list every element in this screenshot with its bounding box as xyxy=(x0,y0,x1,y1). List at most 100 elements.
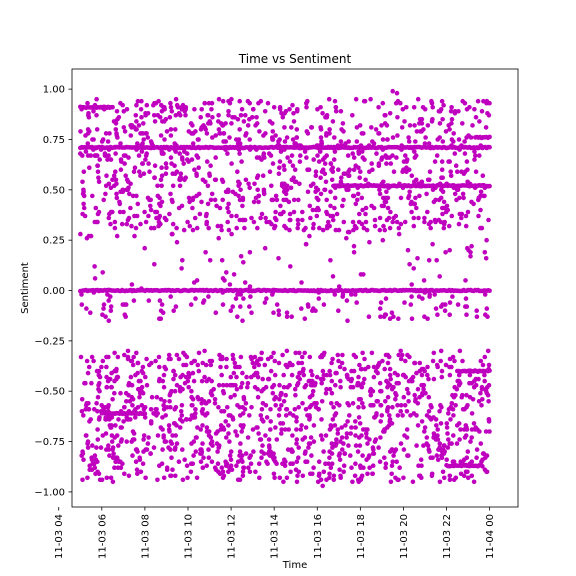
data-point xyxy=(486,366,492,372)
data-point xyxy=(329,441,335,446)
data-point xyxy=(434,362,440,368)
data-point xyxy=(459,211,465,217)
data-point xyxy=(330,417,336,422)
data-point xyxy=(307,233,312,239)
data-point xyxy=(90,137,95,142)
data-point xyxy=(91,109,96,114)
data-point xyxy=(447,247,453,253)
data-point xyxy=(234,386,240,392)
data-point xyxy=(402,219,408,225)
data-point xyxy=(178,409,184,414)
data-point xyxy=(114,433,120,438)
data-point xyxy=(137,169,142,174)
data-point xyxy=(168,155,174,160)
data-point xyxy=(342,366,347,372)
data-point xyxy=(409,173,415,178)
data-point xyxy=(487,100,492,106)
data-point xyxy=(300,217,305,223)
data-point xyxy=(303,459,308,465)
data-point xyxy=(480,451,486,456)
data-point xyxy=(105,378,111,384)
data-point xyxy=(388,479,394,485)
data-point xyxy=(383,465,388,471)
data-point xyxy=(168,133,174,138)
data-point xyxy=(299,423,304,428)
data-point xyxy=(417,193,422,199)
data-point xyxy=(126,185,131,191)
data-point xyxy=(394,90,400,96)
data-point xyxy=(370,139,375,144)
data-point xyxy=(469,411,475,416)
data-point xyxy=(422,219,427,225)
data-point xyxy=(401,475,406,481)
data-point xyxy=(237,151,242,156)
data-point xyxy=(447,477,453,483)
data-point xyxy=(354,139,360,144)
data-point xyxy=(476,376,481,382)
data-point xyxy=(357,443,363,448)
data-point xyxy=(94,127,100,132)
data-point xyxy=(302,316,308,322)
data-point xyxy=(273,425,278,430)
data-point xyxy=(125,417,130,422)
data-point xyxy=(277,475,283,481)
data-point xyxy=(484,237,489,243)
data-point xyxy=(373,183,378,189)
data-point xyxy=(413,195,418,201)
data-point xyxy=(290,102,295,108)
data-point xyxy=(284,407,290,412)
data-point xyxy=(350,151,356,156)
data-point xyxy=(172,141,177,146)
data-point xyxy=(200,300,206,305)
data-point xyxy=(113,127,119,132)
data-point xyxy=(469,427,475,432)
data-point xyxy=(281,384,287,390)
data-point xyxy=(262,362,268,368)
data-point xyxy=(292,141,297,146)
data-point xyxy=(300,209,305,215)
data-point xyxy=(321,302,327,307)
data-point xyxy=(353,419,358,424)
data-point xyxy=(126,409,132,414)
data-point xyxy=(238,354,244,360)
data-point xyxy=(103,131,109,136)
data-point xyxy=(398,403,404,408)
data-point xyxy=(415,255,420,261)
data-point xyxy=(217,352,222,358)
data-point xyxy=(356,374,361,380)
data-point xyxy=(113,455,118,461)
data-point xyxy=(422,425,428,430)
data-point xyxy=(159,199,165,205)
data-point xyxy=(295,217,301,223)
data-point xyxy=(322,187,328,193)
data-point xyxy=(446,411,451,416)
data-point xyxy=(438,358,444,364)
data-point xyxy=(147,169,152,174)
data-point xyxy=(486,362,492,368)
data-point xyxy=(174,239,180,245)
data-point xyxy=(172,147,177,152)
data-point xyxy=(380,100,386,106)
data-point xyxy=(335,352,341,358)
data-point xyxy=(430,187,436,193)
data-point xyxy=(464,427,470,432)
data-point xyxy=(205,113,210,118)
data-point xyxy=(444,425,450,430)
data-point xyxy=(269,354,274,360)
data-point xyxy=(122,161,127,166)
data-point xyxy=(105,292,110,297)
data-point xyxy=(452,358,457,364)
data-point xyxy=(107,211,112,217)
data-point xyxy=(217,471,223,477)
data-point xyxy=(112,350,117,356)
data-point xyxy=(235,314,240,320)
data-point xyxy=(203,145,208,150)
data-point xyxy=(302,149,308,154)
data-point xyxy=(238,253,244,259)
x-axis: 11-03 04 11-03 06 11-03 08 11-03 10 11-03 12… xyxy=(54,507,496,559)
data-point xyxy=(407,189,413,195)
data-point xyxy=(385,360,391,366)
data-point xyxy=(162,107,167,112)
data-point xyxy=(184,463,190,469)
data-point xyxy=(267,119,273,124)
